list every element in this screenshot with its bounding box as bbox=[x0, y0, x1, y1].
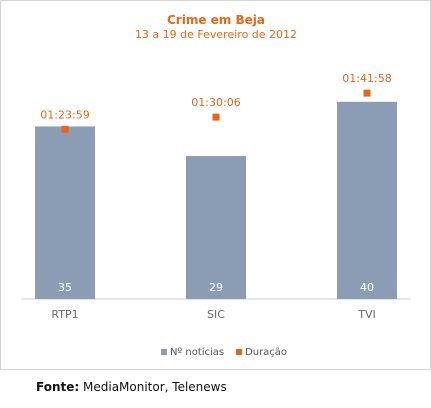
chart-frame: Crime em Beja 13 a 19 de Fevereiro de 20… bbox=[0, 0, 431, 370]
duration-marker-rtp1 bbox=[61, 125, 69, 133]
duration-label: 01:30:06 bbox=[191, 96, 240, 109]
chart-marks: 35 RTP1 01:23:59 29 SIC 01:30:06 40 TVI 01:41:58 bbox=[35, 72, 397, 321]
bar-tvi bbox=[337, 101, 397, 299]
bar-sic bbox=[186, 156, 246, 299]
source-label: Fonte: bbox=[36, 380, 80, 394]
duration-label: 01:23:59 bbox=[40, 108, 89, 121]
bar-value-label: 40 bbox=[360, 281, 374, 294]
duration-label: 01:41:58 bbox=[342, 72, 391, 85]
legend-label-noticias: Nº notícias bbox=[170, 346, 224, 358]
legend: Nº notícias Duração bbox=[161, 346, 287, 358]
chart-title: Crime em Beja bbox=[167, 13, 265, 27]
source-note: Fonte: MediaMonitor, Telenews bbox=[36, 380, 227, 394]
duration-marker-sic bbox=[212, 113, 220, 121]
legend-swatch-duracao bbox=[236, 349, 242, 355]
duration-marker-tvi bbox=[363, 89, 371, 97]
bar-value-label: 29 bbox=[209, 281, 223, 294]
legend-swatch-noticias bbox=[161, 349, 167, 355]
category-label: SIC bbox=[207, 308, 225, 321]
bar-value-label: 35 bbox=[58, 281, 72, 294]
source-text: MediaMonitor, Telenews bbox=[83, 380, 227, 394]
bar-rtp1 bbox=[35, 126, 95, 299]
legend-label-duracao: Duração bbox=[245, 347, 287, 358]
chart-subtitle: 13 a 19 de Fevereiro de 2012 bbox=[135, 28, 297, 41]
category-label: TVI bbox=[357, 308, 376, 321]
category-label: RTP1 bbox=[51, 308, 78, 321]
chart: Crime em Beja 13 a 19 de Fevereiro de 20… bbox=[21, 13, 411, 358]
